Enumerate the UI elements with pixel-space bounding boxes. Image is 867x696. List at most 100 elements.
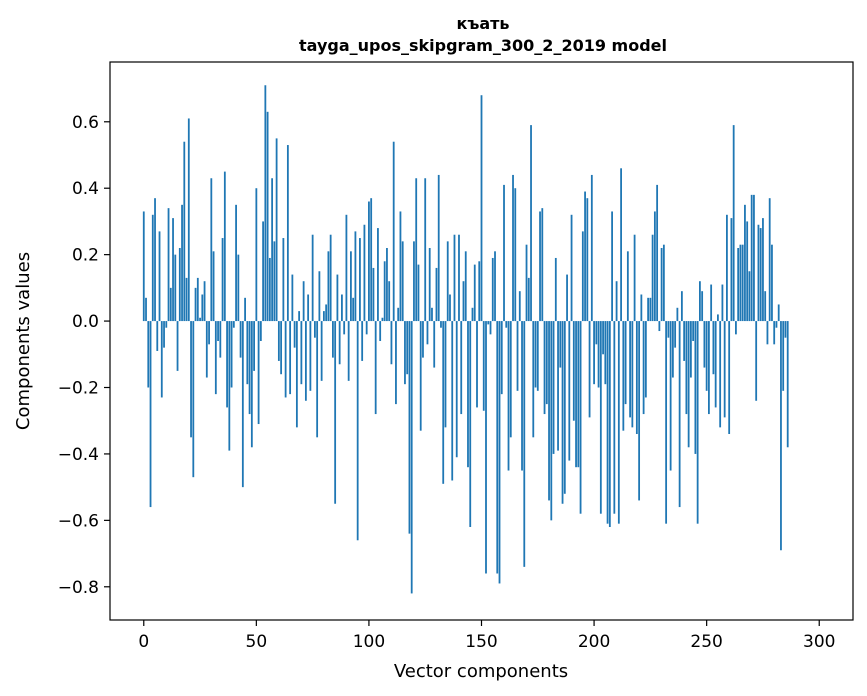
y-tick-label: −0.2 <box>58 379 99 399</box>
bar-62 <box>282 238 285 322</box>
bar-20 <box>187 118 190 322</box>
x-tick-label: 300 <box>803 632 835 652</box>
bar-242 <box>687 321 690 448</box>
bar-74 <box>309 321 312 391</box>
bar-204 <box>602 321 604 355</box>
bar-197 <box>586 198 589 322</box>
bar-159 <box>500 321 503 395</box>
bar-140 <box>458 234 460 322</box>
bar-261 <box>730 218 733 322</box>
bar-249 <box>703 321 706 368</box>
bar-105 <box>379 321 382 341</box>
bar-53 <box>262 221 264 322</box>
bar-136 <box>449 294 451 322</box>
bar-167 <box>518 291 521 322</box>
bar-96 <box>359 238 361 322</box>
bar-257 <box>721 284 724 322</box>
bar-129 <box>433 321 436 368</box>
bar-162 <box>507 321 510 471</box>
bar-131 <box>437 174 440 322</box>
bar-122 <box>417 264 420 322</box>
bar-244 <box>692 321 695 341</box>
bar-10 <box>165 321 168 328</box>
bar-59 <box>275 138 278 322</box>
bar-67 <box>293 321 296 348</box>
bar-82 <box>327 251 330 322</box>
bar-269 <box>748 271 751 322</box>
bar-60 <box>277 321 280 361</box>
bar-201 <box>595 321 598 345</box>
bar-194 <box>579 321 582 514</box>
bar-173 <box>532 321 535 438</box>
bar-146 <box>471 307 474 322</box>
x-tick-label: 200 <box>578 632 610 652</box>
bar-34 <box>219 321 222 358</box>
bar-24 <box>196 277 199 322</box>
bar-79 <box>320 321 323 381</box>
bar-228 <box>656 184 659 322</box>
bar-101 <box>370 198 373 322</box>
bar-118 <box>408 321 411 534</box>
bar-199 <box>590 174 593 322</box>
bar-76 <box>313 321 316 338</box>
bar-124 <box>422 321 424 358</box>
bar-54 <box>264 85 267 322</box>
x-axis-label: Vector components <box>394 661 568 682</box>
bar-179 <box>545 321 548 405</box>
bar-97 <box>361 321 364 361</box>
bar-223 <box>644 321 647 398</box>
bar-255 <box>717 314 719 322</box>
bar-13 <box>172 218 174 322</box>
bar-160 <box>503 184 505 322</box>
bar-170 <box>525 244 528 322</box>
bar-222 <box>642 321 645 415</box>
bar-52 <box>259 321 262 341</box>
bar-238 <box>678 321 681 508</box>
bar-200 <box>593 321 595 385</box>
bar-22 <box>192 321 195 478</box>
bar-75 <box>311 234 314 322</box>
bar-153 <box>487 321 490 325</box>
bar-227 <box>653 211 656 322</box>
bar-232 <box>665 321 668 524</box>
bar-142 <box>462 281 465 322</box>
y-axis-ticks: −0.8 −0.6 −0.4 −0.2 0.0 0.2 0.4 0.6 <box>58 113 110 598</box>
bar-273 <box>757 224 760 322</box>
bar-196 <box>584 191 586 322</box>
bar-283 <box>780 321 782 551</box>
bar-39 <box>230 321 233 388</box>
y-tick-label: −0.6 <box>58 511 99 531</box>
chart-subtitle: tayga_upos_skipgram_300_2_2019 model <box>299 36 667 55</box>
bar-0 <box>142 211 145 322</box>
bar-180 <box>548 321 550 501</box>
bar-141 <box>460 321 463 415</box>
bars-group <box>142 85 789 594</box>
bar-169 <box>523 321 526 567</box>
bar-8 <box>160 321 163 398</box>
bar-58 <box>273 241 276 322</box>
x-tick-label: 250 <box>690 632 722 652</box>
bar-85 <box>334 321 337 504</box>
bar-279 <box>771 244 773 322</box>
bar-7 <box>158 231 161 322</box>
bar-29 <box>208 321 210 345</box>
bar-112 <box>395 321 397 405</box>
bar-17 <box>181 204 183 322</box>
bar-111 <box>392 141 395 322</box>
bar-15 <box>176 321 179 371</box>
bar-166 <box>516 321 519 391</box>
bar-213 <box>622 321 625 431</box>
bar-190 <box>570 214 573 322</box>
bar-35 <box>221 238 224 322</box>
bar-218 <box>633 234 636 322</box>
bar-9 <box>163 321 165 348</box>
bar-63 <box>284 321 287 398</box>
bar-217 <box>631 321 634 428</box>
bar-229 <box>658 321 661 332</box>
bar-80 <box>322 311 325 322</box>
bar-163 <box>509 321 512 438</box>
bar-100 <box>368 201 370 322</box>
bar-137 <box>451 321 454 481</box>
y-tick-label: 0.0 <box>72 312 99 332</box>
bar-276 <box>764 291 767 322</box>
